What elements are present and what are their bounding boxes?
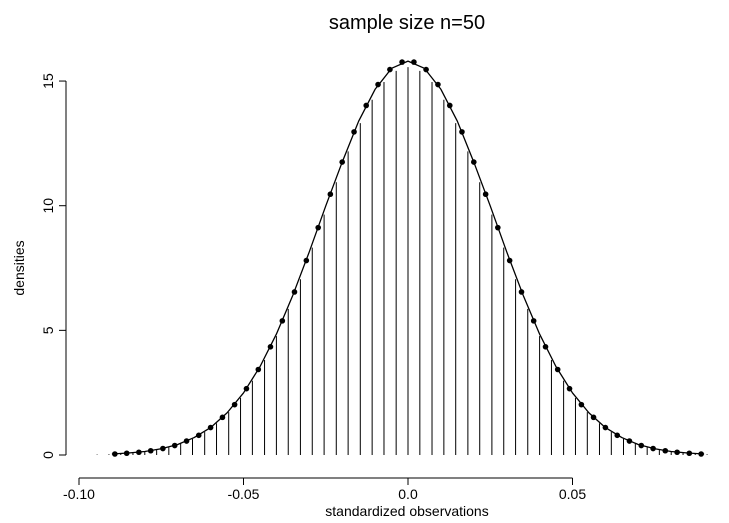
y-tick-label: 15	[40, 73, 56, 89]
y-tick-label: 0	[40, 451, 56, 459]
x-tick-label: 0.05	[559, 486, 586, 502]
chart-title: sample size n=50	[329, 12, 485, 34]
density-curve	[111, 60, 705, 455]
x-tick-label: -0.10	[63, 486, 95, 502]
y-axis-label: densities	[11, 240, 27, 295]
y-tick-label: 10	[40, 198, 56, 214]
x-axis-label: standardized observations	[325, 503, 488, 519]
y-tick-label: 5	[40, 326, 56, 334]
x-tick-label: -0.05	[228, 486, 260, 502]
x-tick-label: 0.0	[398, 486, 418, 502]
